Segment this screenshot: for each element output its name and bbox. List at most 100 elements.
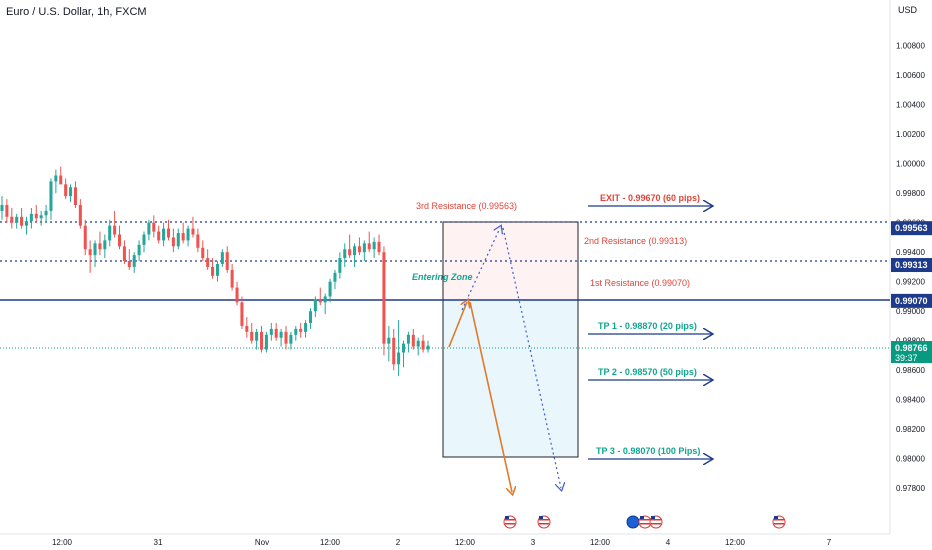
us-flag-icon[interactable] — [537, 515, 551, 529]
candle — [343, 243, 347, 267]
annotation-1st-resistance: 1st Resistance (0.99070) — [590, 278, 690, 288]
us-flag-icon[interactable] — [649, 515, 663, 529]
candle-body — [49, 181, 53, 211]
candle-body — [54, 175, 58, 182]
candle-body — [24, 221, 29, 226]
price-labels: 0.99563 0.99313 0.99070 — [891, 221, 932, 308]
candle-body — [406, 334, 410, 344]
candle-body — [171, 237, 175, 247]
candle-body — [299, 328, 303, 332]
time-axis[interactable]: 12:00 31 Nov 12:00 2 12:00 3 12:00 4 12:00 7 — [52, 538, 832, 547]
x-tick-label: 3 — [531, 538, 536, 547]
candle-body — [211, 266, 215, 276]
candle — [259, 325, 264, 353]
price-tag-bg — [891, 293, 932, 308]
candle-body — [401, 343, 406, 353]
us-flag-icon[interactable] — [503, 515, 517, 529]
candle — [220, 249, 224, 267]
candle — [113, 210, 117, 238]
candle-body — [392, 337, 396, 365]
candle-body — [44, 210, 48, 216]
x-tick-label: 31 — [154, 538, 163, 547]
candle — [323, 293, 327, 315]
candle-body — [294, 328, 298, 335]
candle-body — [127, 261, 131, 267]
candle-body — [377, 241, 381, 253]
candle — [142, 231, 146, 253]
candle-body — [166, 228, 171, 238]
candle-body — [215, 264, 219, 276]
candle — [235, 281, 239, 306]
candle-body — [348, 249, 352, 256]
x-tick-label: 12:00 — [590, 538, 611, 547]
annotation-entering-zone: Entering Zone — [412, 272, 473, 282]
candle — [299, 323, 303, 338]
us-flag-icon[interactable] — [638, 515, 652, 529]
candle — [362, 240, 366, 262]
blue-up-projection-arrow — [461, 228, 500, 311]
candle-body — [225, 252, 229, 270]
candle — [73, 181, 77, 208]
candle — [157, 225, 161, 244]
candle-body — [269, 328, 273, 335]
candle-body — [367, 243, 371, 250]
x-tick-label: 2 — [396, 538, 401, 547]
candle — [103, 234, 107, 259]
candle — [215, 261, 219, 282]
candle — [152, 215, 156, 238]
candle-body — [122, 246, 126, 262]
eu-flag-icon[interactable] — [626, 515, 640, 529]
candle — [294, 325, 298, 341]
annotation-tp3: TP 3 - 0.98070 (100 Pips) — [596, 446, 700, 456]
us-flag-icon[interactable] — [772, 515, 786, 529]
candle — [382, 246, 386, 356]
candle-body — [10, 216, 14, 223]
y-tick-label: 0.97800 — [896, 484, 925, 493]
candle — [269, 323, 273, 341]
candle-body — [142, 234, 146, 245]
candle — [201, 240, 205, 262]
candle-body — [235, 287, 239, 303]
candle-body — [284, 331, 288, 344]
candle-body — [333, 272, 337, 282]
candle-body — [20, 216, 24, 226]
candle-body — [245, 325, 249, 332]
x-tick-label: 4 — [666, 538, 671, 547]
candle-body — [15, 216, 19, 223]
price-tag-label: 0.99313 — [895, 260, 928, 270]
candle-body — [308, 311, 313, 323]
candle-body — [240, 302, 244, 326]
candle-body — [259, 331, 264, 350]
price-tag-label: 0.99563 — [895, 223, 928, 233]
candle — [397, 320, 401, 377]
current-price-timer: 39:37 — [895, 353, 918, 363]
candle-body — [64, 184, 68, 197]
candle — [284, 325, 288, 350]
candle-body — [137, 244, 141, 256]
x-tick-label: 7 — [827, 538, 832, 547]
annotation-tp2: TP 2 - 0.98570 (50 pips) — [598, 367, 697, 377]
candle — [10, 207, 14, 229]
candle — [318, 287, 322, 306]
candle — [117, 225, 122, 250]
candle — [367, 231, 371, 253]
candle — [372, 237, 376, 259]
candle — [230, 264, 234, 291]
candle — [24, 216, 29, 235]
x-tick-label: Nov — [255, 538, 269, 547]
candle — [83, 219, 87, 256]
annotation-3rd-resistance: 3rd Resistance (0.99563) — [416, 201, 517, 211]
annotation-2nd-resistance: 2nd Resistance (0.99313) — [584, 236, 687, 246]
candle — [20, 207, 24, 229]
candle-body — [132, 255, 136, 267]
x-tick-label: 12:00 — [455, 538, 476, 547]
event-flag-icons[interactable] — [503, 515, 786, 529]
candle — [171, 228, 175, 253]
annotation-exit: EXIT - 0.99670 (60 pips) — [600, 193, 700, 203]
candle-body — [39, 215, 43, 219]
x-tick-label: 12:00 — [725, 538, 746, 547]
candle-body — [353, 246, 357, 256]
candle-body — [387, 337, 391, 344]
candle-body — [186, 228, 190, 241]
